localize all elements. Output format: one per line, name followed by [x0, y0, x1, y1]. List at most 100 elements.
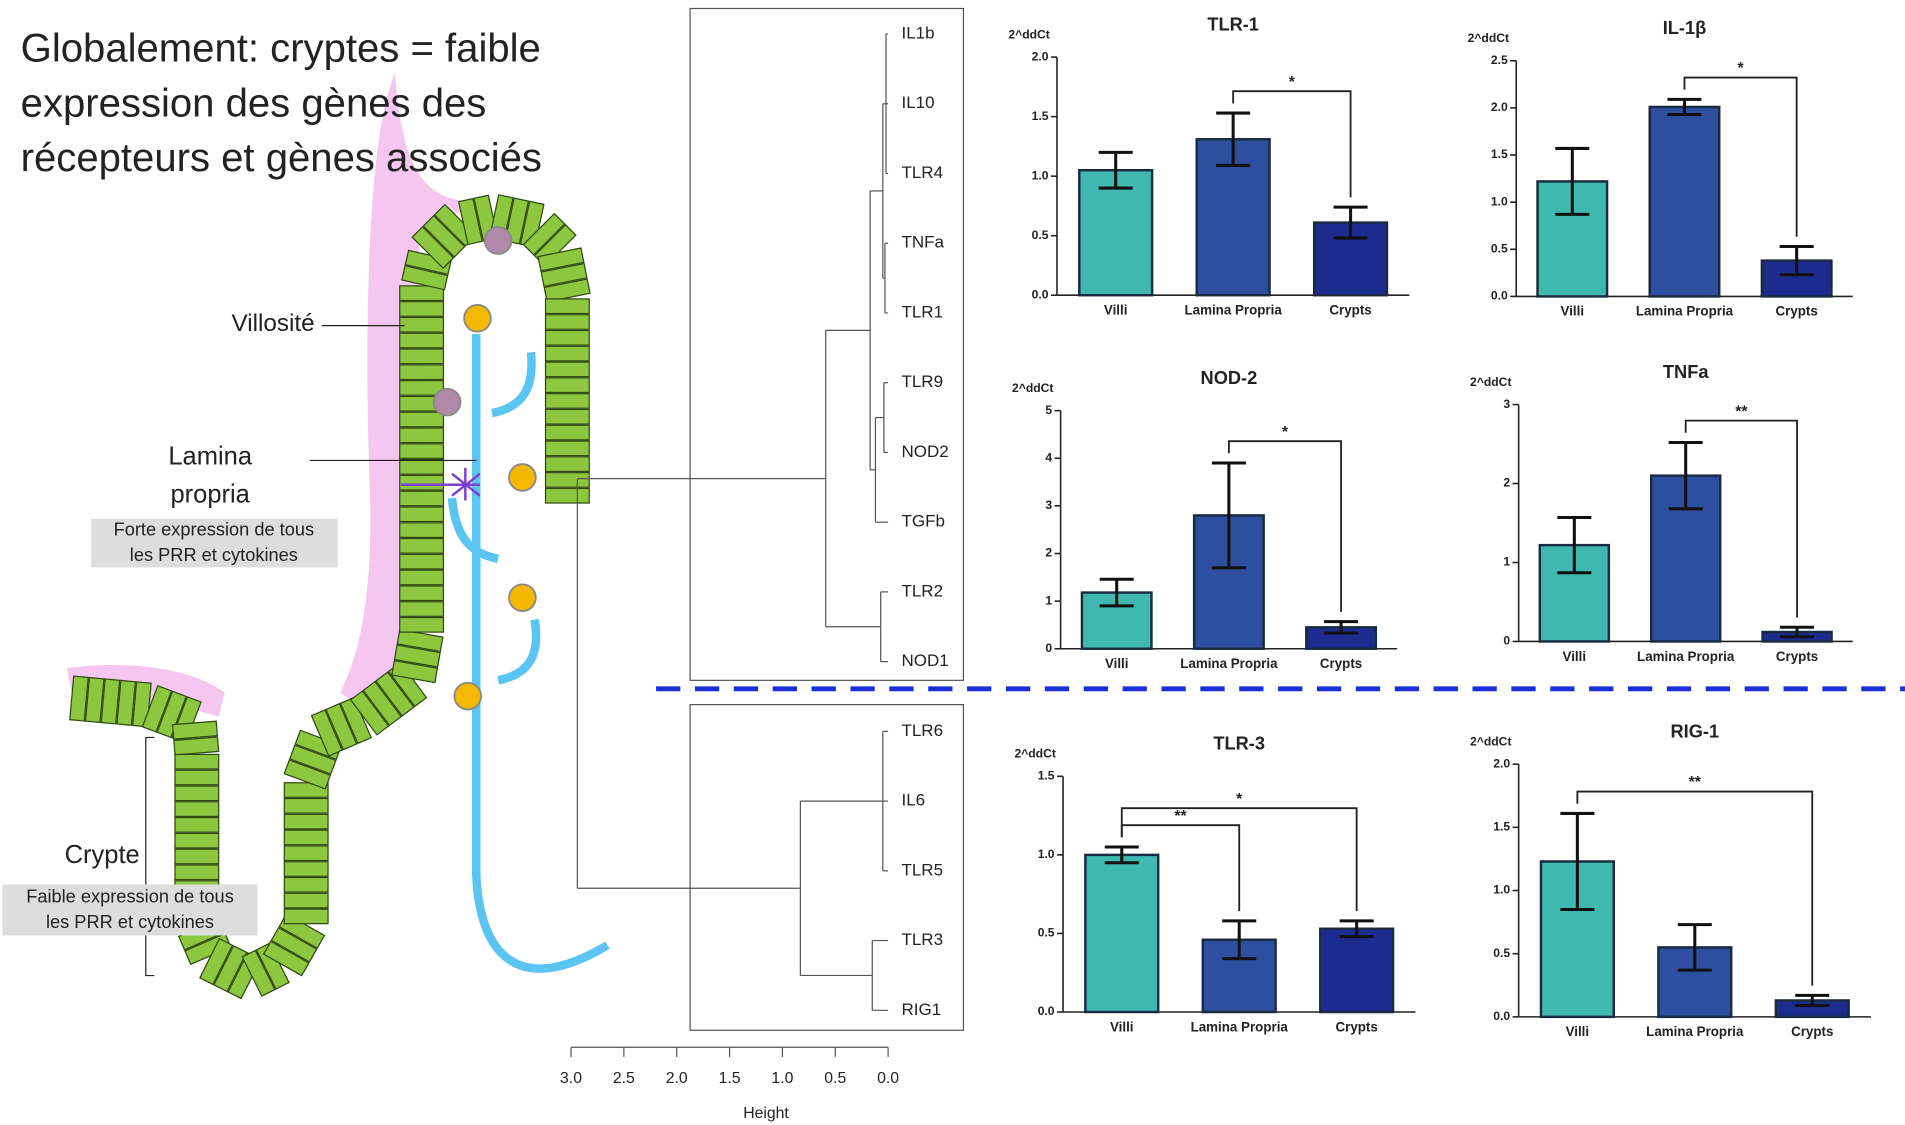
- y-tick-label: 1: [1503, 555, 1510, 569]
- epithelial-cell: [400, 302, 444, 317]
- leaf-label: TLR2: [901, 581, 943, 600]
- epithelial-cell: [173, 721, 218, 739]
- epithelial-cell: [546, 488, 590, 503]
- epithelial-cell: [546, 315, 590, 330]
- significance-label: *: [1282, 424, 1289, 441]
- y-axis-label: 2^ddCt: [1008, 27, 1049, 41]
- chart-title: IL-1β: [1663, 18, 1707, 38]
- y-tick-label: 2: [1503, 476, 1510, 490]
- x-tick-label: 2.5: [613, 1070, 635, 1087]
- y-tick-label: 2.5: [1491, 53, 1508, 67]
- epithelial-cell: [175, 818, 219, 833]
- bar: [1650, 107, 1720, 296]
- label: Villosité: [231, 310, 314, 337]
- y-tick-label: 4: [1045, 450, 1052, 464]
- y-tick-label: 1.0: [1491, 194, 1508, 208]
- epithelial-cell: [70, 676, 88, 721]
- note: Forte expression de tous: [114, 520, 315, 540]
- headline: expression des gènes des: [21, 81, 487, 125]
- epithelial-cell: [284, 846, 328, 861]
- epithelial-cell: [175, 833, 219, 848]
- epithelial-cell: [400, 491, 444, 506]
- note: les PRR et cytokines: [46, 912, 214, 932]
- epithelial-cell: [284, 909, 328, 924]
- significance-label: *: [1737, 60, 1744, 77]
- epithelial-cell: [400, 523, 444, 538]
- epithelial-cell: [175, 770, 219, 785]
- epithelial-cell: [175, 849, 219, 864]
- x-tick-label: Lamina Propria: [1637, 649, 1735, 664]
- epithelial-cell: [284, 862, 328, 877]
- epithelial-cell: [546, 362, 590, 377]
- y-axis-label: 2^ddCt: [1470, 375, 1511, 389]
- epithelial-cell: [117, 680, 135, 725]
- epithelial-cell: [400, 539, 444, 554]
- y-tick-label: 0.0: [1038, 1004, 1055, 1018]
- epithelial-cell: [546, 394, 590, 409]
- label: Lamina: [168, 443, 252, 471]
- y-tick-label: 2: [1045, 546, 1052, 560]
- significance-label: *: [1236, 791, 1243, 808]
- y-tick-label: 1.5: [1491, 147, 1508, 161]
- x-tick-label: Crypts: [1320, 656, 1362, 671]
- bar: [1085, 855, 1158, 1012]
- y-tick-label: 0: [1045, 641, 1052, 655]
- x-tick-label: 3.0: [560, 1070, 582, 1087]
- significance-label: **: [1735, 403, 1748, 420]
- x-tick-label: Villi: [1561, 304, 1585, 319]
- x-tick-label: Villi: [1104, 303, 1128, 318]
- leaf-label: IL1b: [901, 24, 934, 43]
- chart-title: TLR-3: [1213, 734, 1265, 754]
- y-tick-label: 1.5: [1032, 109, 1049, 123]
- y-tick-label: 1.5: [1038, 769, 1055, 783]
- y-tick-label: 0.5: [1032, 228, 1049, 242]
- epithelial-cell: [284, 830, 328, 845]
- x-tick-label: Lamina Propria: [1180, 656, 1278, 671]
- epithelial-cell: [546, 457, 590, 472]
- epithelial-cell: [284, 814, 328, 829]
- epithelial-cell: [400, 444, 444, 459]
- x-tick-label: Crypts: [1335, 1019, 1377, 1034]
- label: propria: [170, 480, 250, 508]
- leaf-label: TNFa: [901, 233, 944, 252]
- epithelial-cell: [284, 878, 328, 893]
- leaf-label: TLR9: [901, 372, 943, 391]
- slide: Globalement: cryptes = faibleexpression …: [0, 0, 1905, 1125]
- leaf-label: NOD2: [901, 442, 948, 461]
- y-axis-label: 2^ddCt: [1468, 31, 1509, 45]
- y-tick-label: 0.5: [1491, 242, 1508, 256]
- x-tick-label: 1.0: [771, 1070, 793, 1087]
- leaf-label: TLR5: [901, 860, 943, 879]
- epithelial-cell: [85, 678, 103, 723]
- headline: récepteurs et gènes associés: [21, 136, 542, 180]
- x-tick-label: Crypts: [1775, 304, 1817, 319]
- x-tick-label: Lamina Propria: [1636, 304, 1734, 319]
- chart-title: TNFa: [1663, 362, 1709, 382]
- y-tick-label: 3: [1503, 397, 1510, 411]
- epithelial-cell: [400, 507, 444, 522]
- y-tick-label: 1: [1045, 593, 1052, 607]
- epithelial-cell: [400, 618, 444, 633]
- y-axis-label: 2^ddCt: [1470, 735, 1511, 749]
- y-tick-label: 1.0: [1038, 847, 1055, 861]
- y-tick-label: 0: [1503, 634, 1510, 648]
- x-tick-label: Crypts: [1791, 1024, 1833, 1039]
- epithelial-cell: [175, 865, 219, 880]
- epithelial-cell: [400, 412, 444, 427]
- epithelial-cell: [546, 378, 590, 393]
- x-tick-label: Villi: [1105, 656, 1129, 671]
- x-tick-label: 1.5: [719, 1070, 741, 1087]
- x-tick-label: 0.5: [824, 1070, 846, 1087]
- y-axis-label: 2^ddCt: [1014, 747, 1055, 761]
- x-tick-label: Villi: [1563, 649, 1587, 664]
- epithelial-cell: [174, 737, 219, 755]
- y-tick-label: 1.5: [1493, 820, 1510, 834]
- epithelial-cell: [546, 299, 590, 314]
- y-tick-label: 2.0: [1491, 100, 1508, 114]
- x-tick-label: 2.0: [666, 1070, 688, 1087]
- epithelial-cell: [400, 349, 444, 364]
- epithelial-cell: [400, 586, 444, 601]
- epithelial-cell: [400, 460, 444, 475]
- y-tick-label: 0.0: [1032, 287, 1049, 301]
- leaf-label: TGFb: [901, 512, 944, 531]
